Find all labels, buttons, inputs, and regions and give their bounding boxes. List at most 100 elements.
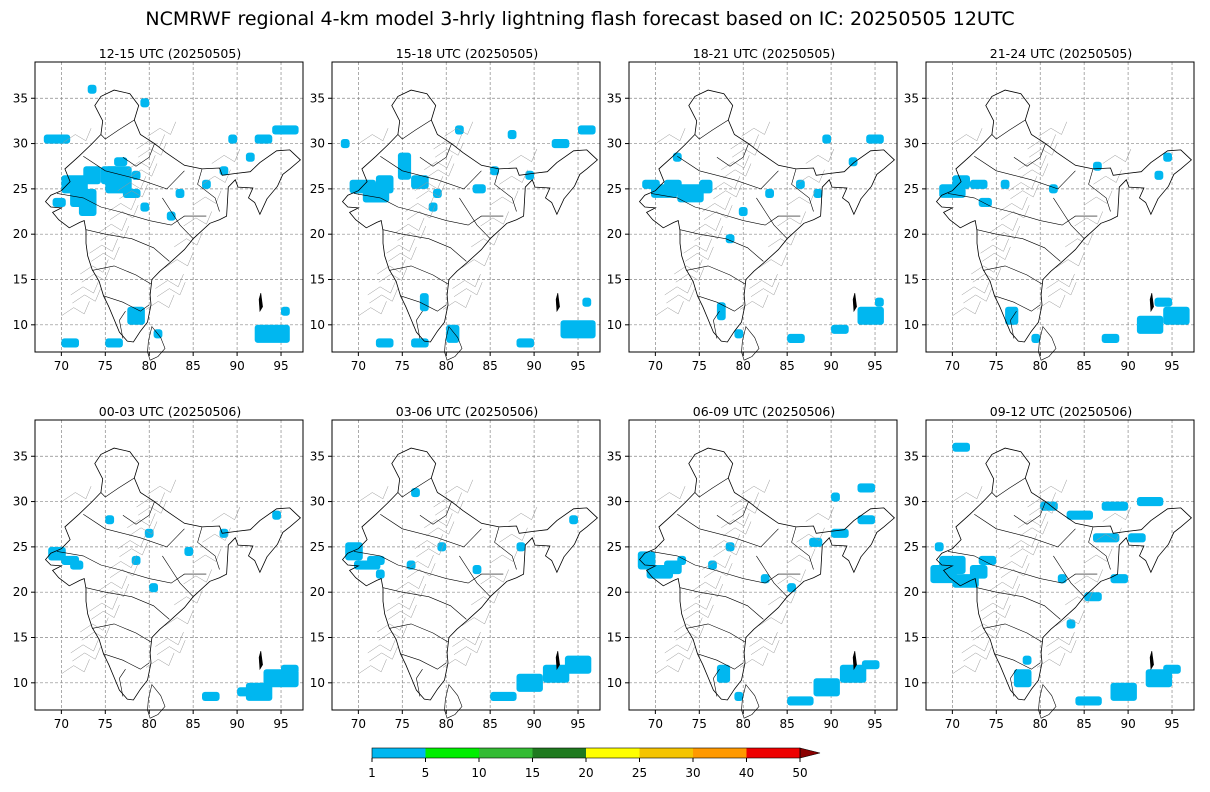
lightning-cell bbox=[564, 655, 592, 674]
district-boundary bbox=[675, 625, 705, 641]
district-boundary bbox=[72, 288, 101, 304]
district-boundary bbox=[489, 548, 519, 564]
district-boundary bbox=[664, 280, 694, 296]
district-boundary bbox=[405, 554, 434, 570]
sri-lanka-outline bbox=[741, 683, 760, 719]
y-tick-label: 35 bbox=[13, 91, 28, 105]
map-panel: 21-24 UTC (20250505) 70 75 80 85 90 95 10 15 20 25… bbox=[904, 46, 1196, 373]
district-boundary bbox=[796, 169, 825, 185]
y-tick-label: 20 bbox=[607, 227, 622, 241]
lightning-cell bbox=[857, 483, 876, 493]
state-boundary bbox=[697, 295, 744, 312]
y-tick-label: 10 bbox=[310, 676, 325, 690]
andaman-islands bbox=[258, 651, 263, 671]
district-boundary bbox=[211, 506, 241, 522]
lightning-cell bbox=[61, 175, 88, 194]
x-tick-label: 75 bbox=[989, 359, 1004, 373]
lightning-cell bbox=[472, 565, 482, 575]
map-panel: 03-06 UTC (20250506) 70 75 80 85 90 95 10 15 20 25… bbox=[310, 404, 602, 731]
x-tick-label: 70 bbox=[945, 359, 960, 373]
district-boundary bbox=[508, 148, 538, 164]
district-boundary bbox=[119, 542, 148, 558]
district-boundary bbox=[1010, 542, 1039, 558]
x-tick-label: 95 bbox=[570, 359, 585, 373]
state-boundary bbox=[382, 229, 467, 262]
state-boundary bbox=[397, 477, 432, 498]
lightning-cell bbox=[127, 306, 145, 325]
district-boundary bbox=[739, 652, 769, 668]
district-boundary bbox=[655, 659, 684, 675]
state-boundary bbox=[694, 477, 729, 498]
district-boundary bbox=[202, 169, 231, 185]
district-boundary bbox=[359, 486, 389, 501]
lightning-cell bbox=[734, 691, 744, 701]
colorbar-tick-label: 40 bbox=[739, 766, 754, 780]
state-boundary bbox=[974, 156, 1076, 190]
district-boundary bbox=[127, 155, 156, 171]
lightning-cell bbox=[1136, 497, 1164, 507]
district-boundary bbox=[758, 611, 788, 626]
district-boundary bbox=[100, 225, 130, 241]
state-boundary bbox=[976, 229, 1061, 262]
y-tick-label: 30 bbox=[310, 137, 325, 151]
district-boundary bbox=[109, 205, 139, 220]
andaman-islands bbox=[852, 293, 857, 313]
state-boundary bbox=[983, 265, 1043, 285]
district-boundary bbox=[369, 646, 398, 662]
y-tick-label: 10 bbox=[607, 318, 622, 332]
district-boundary bbox=[425, 163, 455, 179]
colorbar: 1 5 10 15 20 25 30 40 50 bbox=[360, 744, 830, 788]
district-boundary bbox=[192, 190, 222, 206]
district-boundary bbox=[508, 506, 538, 522]
x-tick-label: 75 bbox=[692, 359, 707, 373]
x-tick-label: 75 bbox=[98, 359, 113, 373]
district-boundary bbox=[202, 527, 231, 543]
district-boundary bbox=[702, 196, 731, 212]
plot-frame bbox=[925, 419, 1195, 711]
district-boundary bbox=[471, 590, 500, 606]
lightning-cell bbox=[43, 134, 71, 144]
x-tick-label: 70 bbox=[54, 717, 69, 731]
lightning-cell bbox=[419, 293, 429, 312]
state-boundary bbox=[162, 197, 194, 239]
district-boundary bbox=[117, 176, 147, 191]
district-boundary bbox=[1036, 652, 1066, 668]
district-boundary bbox=[147, 479, 177, 495]
lightning-cell bbox=[140, 98, 150, 108]
state-boundary bbox=[1053, 197, 1085, 239]
district-boundary bbox=[952, 301, 981, 317]
panel-title: 06-09 UTC (20250506) bbox=[692, 404, 836, 419]
district-boundary bbox=[675, 267, 705, 283]
lightning-cell bbox=[934, 542, 944, 552]
district-boundary bbox=[1102, 148, 1132, 164]
y-tick-label: 25 bbox=[13, 540, 28, 554]
state-boundary bbox=[994, 653, 1041, 670]
lightning-cell bbox=[725, 542, 735, 552]
x-tick-label: 95 bbox=[570, 717, 585, 731]
district-boundary bbox=[81, 267, 111, 283]
map-panel: 06-09 UTC (20250506) 70 75 80 85 90 95 10 15 20 25… bbox=[607, 404, 899, 731]
plot-frame bbox=[628, 419, 898, 711]
andaman-islands bbox=[1149, 651, 1154, 671]
district-boundary bbox=[1029, 500, 1058, 516]
x-tick-label: 95 bbox=[867, 359, 882, 373]
state-boundary bbox=[694, 119, 729, 140]
x-tick-label: 70 bbox=[648, 359, 663, 373]
lightning-cell bbox=[1163, 152, 1172, 162]
district-boundary bbox=[1074, 569, 1103, 585]
lightning-cell bbox=[1145, 669, 1173, 688]
state-boundary bbox=[100, 477, 135, 498]
andaman-islands bbox=[1149, 293, 1154, 313]
x-tick-label: 95 bbox=[273, 359, 288, 373]
lightning-cell bbox=[848, 157, 858, 167]
district-boundary bbox=[730, 134, 759, 150]
state-boundary bbox=[1088, 526, 1111, 570]
state-boundary bbox=[947, 551, 1098, 584]
colorbar-tick-label: 1 bbox=[368, 766, 376, 780]
district-boundary bbox=[480, 569, 509, 585]
x-tick-label: 90 bbox=[823, 359, 838, 373]
lightning-cell bbox=[582, 297, 592, 307]
district-boundary bbox=[1093, 527, 1122, 543]
district-boundary bbox=[805, 148, 835, 164]
district-boundary bbox=[91, 604, 120, 620]
